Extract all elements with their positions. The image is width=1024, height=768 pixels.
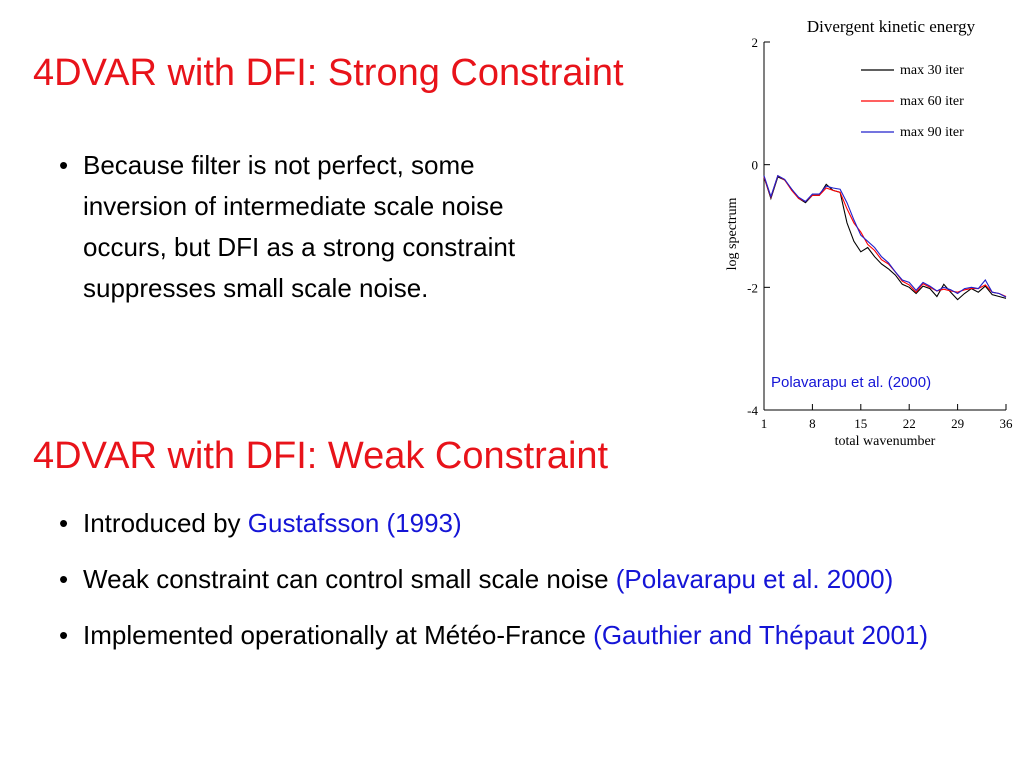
bullet-text: Introduced by xyxy=(83,508,248,538)
y-tick-label: -2 xyxy=(747,280,758,295)
bullet-dot: • xyxy=(59,150,69,180)
citation-text: Gustafsson (1993) xyxy=(247,508,462,538)
bullet-text: Weak constraint can control small scale … xyxy=(83,564,616,594)
bullet-item: • Because filter is not perfect, some inv… xyxy=(59,145,559,309)
slide-title-strong-constraint: 4DVAR with DFI: Strong Constraint xyxy=(33,52,624,94)
citation-text: (Polavarapu et al. 2000) xyxy=(615,564,894,594)
x-tick-label: 29 xyxy=(951,416,964,431)
x-tick-label: 1 xyxy=(761,416,768,431)
x-tick-label: 22 xyxy=(903,416,916,431)
bullet-item: • Weak constraint can control small scale… xyxy=(59,560,939,598)
bullet-dot: • xyxy=(59,620,69,650)
bullet-text: Implemented operationally at Météo-Franc… xyxy=(83,620,594,650)
weak-constraint-bullets: • Introduced by Gustafsson (1993) • Weak co… xyxy=(59,504,939,672)
series-line-1 xyxy=(763,176,1007,301)
y-tick-label: 0 xyxy=(752,158,759,173)
x-tick-label: 36 xyxy=(1000,416,1014,431)
strong-constraint-bullets: • Because filter is not perfect, some inv… xyxy=(59,145,559,309)
x-tick-label: 15 xyxy=(854,416,867,431)
x-axis-label: total wavenumber xyxy=(835,434,936,449)
y-axis-label: log spectrum xyxy=(725,198,740,271)
legend-label: max 90 iter xyxy=(900,125,964,140)
legend-label: max 60 iter xyxy=(900,94,964,109)
citation-text: (Gauthier and Thépaut 2001) xyxy=(593,620,929,650)
chart-title: Divergent kinetic energy xyxy=(807,17,976,36)
x-tick-label: 8 xyxy=(809,416,816,431)
y-tick-label: -4 xyxy=(747,403,758,418)
divergent-kinetic-energy-chart: Divergent kinetic energy 2 0 -2 -41 8 15 22 29 36… xyxy=(725,17,1014,449)
bullet-text: Because filter is not perfect, some inve… xyxy=(83,150,516,303)
legend-label: max 30 iter xyxy=(900,63,964,78)
series-line-3 xyxy=(763,174,1007,298)
bullet-dot: • xyxy=(59,508,69,538)
y-tick-label: 2 xyxy=(752,35,759,50)
bullet-item: • Introduced by Gustafsson (1993) xyxy=(59,504,939,542)
bullet-item: • Implemented operationally at Météo-Fran… xyxy=(59,616,939,654)
slide-title-weak-constraint: 4DVAR with DFI: Weak Constraint xyxy=(33,435,609,477)
chart-annotation: Polavarapu et al. (2000) xyxy=(771,374,931,391)
bullet-dot: • xyxy=(59,564,69,594)
series-line-2 xyxy=(763,174,1007,298)
